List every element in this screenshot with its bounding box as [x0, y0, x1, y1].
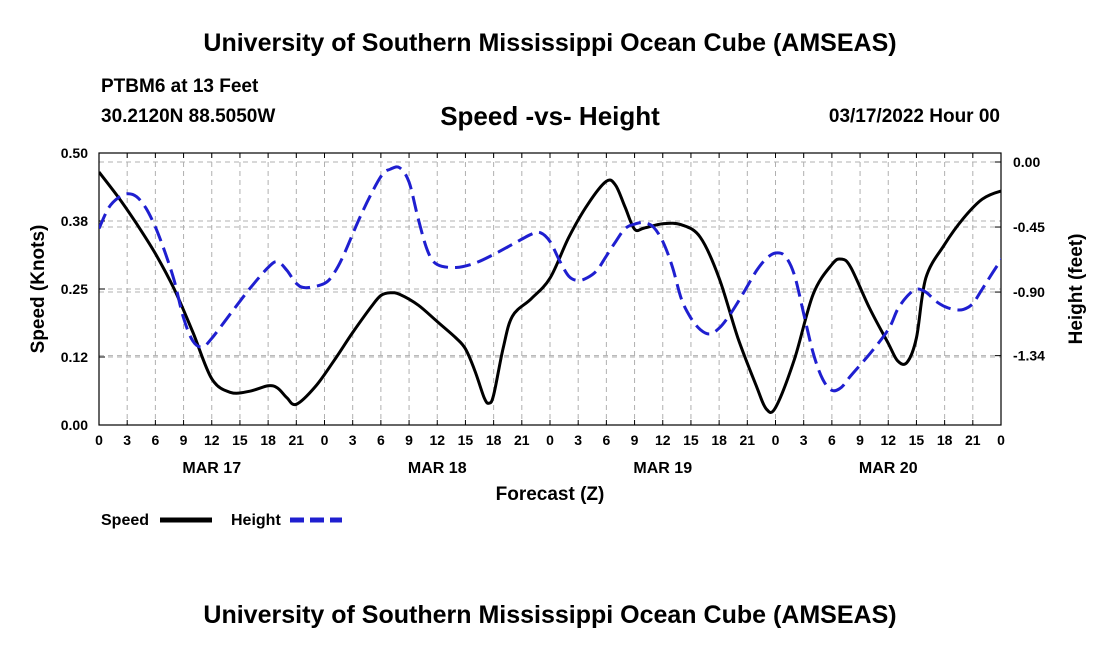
ticks-layer: 0 3 6 9 12 15 18 21 0 3 6 9 12 15 18 21 0 3 6 9 12 15 18 21 0 3 6 9…: [61, 145, 1045, 477]
x-tick-label: 18: [937, 432, 953, 448]
x-tick-label: 0: [772, 432, 780, 448]
x-tick-label: 12: [204, 432, 220, 448]
day-label: MAR 17: [182, 460, 241, 477]
day-label: MAR 18: [408, 460, 467, 477]
legend-speed-label: Speed: [101, 512, 149, 529]
y2-axis-label: Height (feet): [1066, 234, 1087, 345]
x-tick-label: 15: [458, 432, 474, 448]
x-tick-label: 15: [683, 432, 699, 448]
x-tick-label: 9: [405, 432, 413, 448]
x-tick-label: 6: [377, 432, 385, 448]
y-tick-label: 0.00: [61, 417, 88, 433]
date-label: 03/17/2022 Hour 00: [828, 106, 1000, 127]
x-tick-label: 6: [151, 432, 159, 448]
grid-layer: [99, 153, 1001, 425]
x-tick-label: 15: [909, 432, 925, 448]
legend-height-label: Height: [231, 512, 281, 529]
x-tick-label: 3: [349, 432, 357, 448]
speed-series-line: [99, 171, 1001, 414]
x-tick-label: 21: [965, 432, 981, 448]
y-tick-label: 0.50: [61, 145, 88, 161]
x-tick-label: 0: [321, 432, 329, 448]
station-name: PTBM6 at 13 Feet: [101, 76, 259, 97]
x-tick-label: 9: [631, 432, 639, 448]
chart-title: Speed -vs- Height: [440, 101, 660, 131]
x-tick-label: 6: [602, 432, 610, 448]
x-tick-label: 9: [180, 432, 188, 448]
y2-tick-label: 0.00: [1013, 154, 1040, 170]
day-label: MAR 19: [633, 460, 692, 477]
x-axis-label: Forecast (Z): [496, 484, 605, 505]
station-coords: 30.2120N 88.5050W: [101, 106, 276, 127]
x-tick-label: 3: [574, 432, 582, 448]
y2-tick-label: -0.90: [1013, 284, 1045, 300]
height-series-line: [99, 165, 1001, 393]
x-tick-label: 12: [655, 432, 671, 448]
x-tick-label: 12: [880, 432, 896, 448]
y2-tick-label: -0.45: [1013, 219, 1045, 235]
x-tick-label: 12: [429, 432, 445, 448]
y2-tick-label: -1.34: [1013, 348, 1045, 364]
x-tick-label: 21: [514, 432, 530, 448]
x-tick-label: 6: [828, 432, 836, 448]
y-tick-label: 0.25: [61, 281, 88, 297]
x-tick-label: 15: [232, 432, 248, 448]
x-tick-label: 0: [997, 432, 1005, 448]
x-tick-label: 3: [123, 432, 131, 448]
x-tick-label: 0: [546, 432, 554, 448]
x-tick-label: 0: [95, 432, 103, 448]
x-tick-label: 18: [711, 432, 727, 448]
x-tick-label: 21: [740, 432, 756, 448]
y-axis-label: Speed (Knots): [28, 225, 49, 354]
day-label: MAR 20: [859, 460, 918, 477]
x-tick-label: 18: [486, 432, 502, 448]
top-title: University of Southern Mississippi Ocean…: [203, 29, 897, 57]
x-tick-label: 3: [800, 432, 808, 448]
x-tick-label: 18: [260, 432, 276, 448]
y-tick-label: 0.38: [61, 213, 88, 229]
x-tick-label: 9: [856, 432, 864, 448]
bottom-title: University of Southern Mississippi Ocean…: [203, 601, 897, 629]
y-tick-label: 0.12: [61, 349, 88, 365]
x-tick-label: 21: [289, 432, 305, 448]
series-layer: [99, 165, 1001, 414]
